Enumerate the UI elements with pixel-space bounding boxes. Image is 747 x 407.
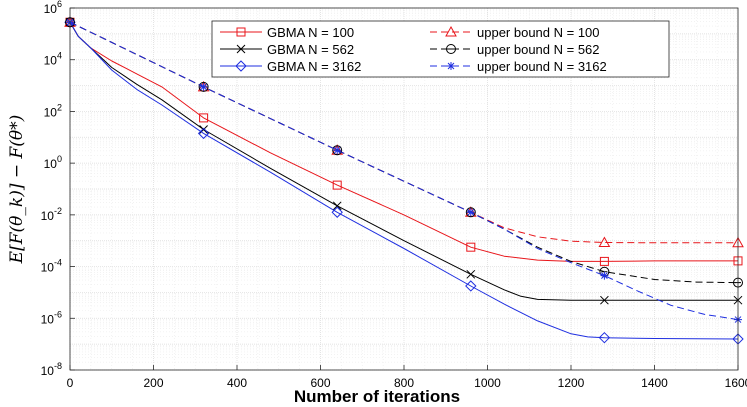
x-axis-label: Number of iterations (294, 387, 460, 406)
x-tick-labels: 0 200 400 600 800 1000 1200 1400 1600 (67, 365, 747, 390)
y-tick-base: 10 (44, 54, 58, 68)
marker-ring (446, 44, 456, 54)
y-tick-exponent: 6 (57, 0, 62, 9)
data-point-marker (332, 201, 342, 211)
data-point-marker (197, 127, 210, 140)
series-line (69, 21, 738, 262)
data-point-marker (598, 331, 611, 344)
y-tick-exponent: -2 (54, 206, 62, 216)
y-axis-label: E[F(θ_k)] − F(θ*) (7, 115, 27, 265)
data-point-marker (199, 82, 208, 91)
legend-swatch-marker (447, 62, 455, 70)
y-tick-base: 10 (41, 209, 55, 223)
legend-swatch-marker (236, 44, 246, 54)
y-tick-base: 10 (44, 105, 58, 119)
y-tick-exponent: -6 (54, 309, 62, 319)
y-tick-label: 100 (44, 154, 62, 171)
y-tick-exponent: 0 (57, 154, 62, 164)
marker-ring (332, 145, 343, 156)
marker-ring (198, 81, 209, 92)
legend-item: upper bound N = 3162 (430, 59, 607, 74)
legend-item: upper bound N = 100 (430, 25, 600, 40)
data-point-marker (599, 256, 609, 266)
data-point-marker (331, 206, 343, 218)
series-line (69, 21, 738, 301)
y-tick-label: 10-6 (41, 309, 62, 326)
series-line (69, 21, 739, 340)
data-point-marker (466, 208, 475, 217)
x-tick-label: 1600 (725, 376, 747, 390)
y-tick-exponent: -4 (54, 258, 62, 268)
x-tick-label: 200 (143, 376, 163, 390)
y-tick-exponent: 2 (57, 102, 62, 112)
data-point-marker (466, 269, 476, 279)
y-tick-label: 10-2 (41, 206, 62, 223)
data-point-marker (600, 271, 609, 280)
x-tick-label: 0 (67, 376, 74, 390)
data-point-marker (465, 280, 477, 292)
x-tick-label: 1000 (474, 376, 501, 390)
legend-box (211, 20, 670, 78)
legend-swatch-marker (445, 25, 457, 37)
data-point-marker (332, 180, 342, 190)
legend-label: GBMA N = 562 (267, 42, 354, 57)
y-tick-label: 102 (44, 102, 62, 119)
y-tick-label: 10-4 (41, 258, 62, 275)
grid (69, 7, 739, 371)
y-tick-base: 10 (44, 157, 58, 171)
x-tick-label: 1200 (558, 376, 585, 390)
data-point-marker (333, 146, 342, 155)
data-point-marker (199, 125, 208, 134)
data-point-marker (199, 113, 209, 123)
legend-swatch-marker (446, 44, 456, 54)
y-tick-base: 10 (41, 364, 55, 378)
legend-label: GBMA N = 3162 (267, 59, 361, 74)
legend-label: upper bound N = 562 (477, 42, 600, 57)
x-tick-label: 600 (310, 376, 330, 390)
legend-label: upper bound N = 3162 (477, 59, 607, 74)
x-tick-label: 400 (227, 376, 247, 390)
x-tick-label: 1400 (641, 376, 668, 390)
legend: GBMA N = 100 GBMA N = 562 GBMA N = 3162 upp… (211, 20, 670, 78)
series-2 (64, 16, 744, 345)
legend-swatch-marker (236, 27, 246, 37)
legend-swatch-marker (235, 60, 247, 72)
y-tick-label: 10-8 (41, 361, 62, 378)
legend-label: GBMA N = 100 (267, 25, 354, 40)
legend-item: GBMA N = 100 (220, 25, 354, 40)
legend-item: GBMA N = 3162 (220, 59, 361, 74)
data-point-marker (600, 295, 609, 305)
y-tick-label: 104 (44, 51, 62, 68)
y-tick-base: 10 (41, 312, 55, 326)
marker-ring (465, 207, 476, 218)
y-tick-base: 10 (41, 261, 55, 275)
y-tick-label: 106 (44, 0, 62, 16)
y-tick-base: 10 (44, 2, 58, 16)
series-1 (65, 17, 743, 305)
x-tick-label: 800 (394, 376, 414, 390)
data-point-marker (598, 236, 611, 248)
y-tick-exponent: -8 (54, 361, 62, 371)
legend-item: GBMA N = 562 (220, 42, 354, 57)
y-tick-exponent: 4 (57, 51, 62, 61)
data-point-marker (466, 242, 476, 252)
legend-label: upper bound N = 100 (477, 25, 600, 40)
legend-item: upper bound N = 562 (430, 42, 600, 57)
